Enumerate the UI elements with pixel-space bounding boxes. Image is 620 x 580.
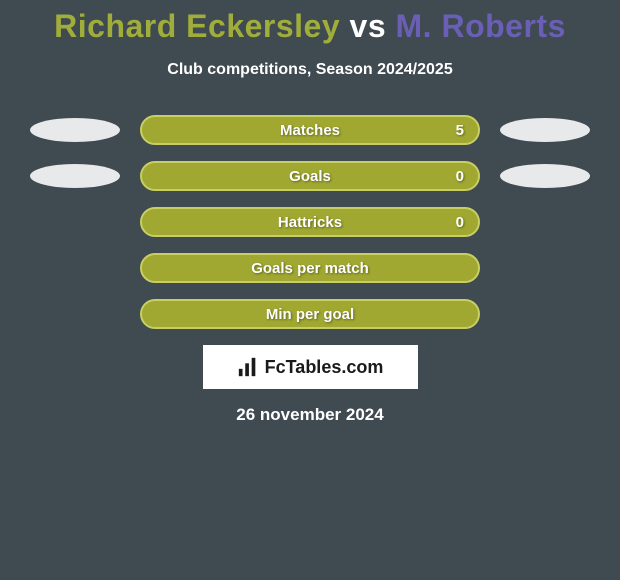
comparison-title: Richard Eckersley vs M. Roberts: [0, 0, 620, 45]
logo-text: FcTables.com: [265, 357, 384, 378]
right-ellipse: [500, 118, 590, 142]
stat-bar: Matches 5: [140, 115, 480, 145]
bar-chart-icon: [237, 356, 259, 378]
date-label: 26 november 2024: [0, 405, 620, 425]
player2-name: M. Roberts: [396, 8, 566, 44]
stat-bar: Min per goal: [140, 299, 480, 329]
left-ellipse: [30, 118, 120, 142]
stat-row: Matches 5: [0, 115, 620, 145]
vs-label: vs: [350, 8, 387, 44]
stat-row: Min per goal: [0, 299, 620, 329]
logo-box: FcTables.com: [203, 345, 418, 389]
stat-bar: Goals 0: [140, 161, 480, 191]
left-ellipse: [30, 164, 120, 188]
stat-value: 0: [456, 214, 464, 231]
stat-label: Goals per match: [251, 260, 369, 277]
stat-row: Goals 0: [0, 161, 620, 191]
stat-value: 0: [456, 168, 464, 185]
stat-bar: Hattricks 0: [140, 207, 480, 237]
stat-row: Hattricks 0: [0, 207, 620, 237]
subtitle: Club competitions, Season 2024/2025: [0, 61, 620, 79]
stats-rows: Matches 5 Goals 0 Hattricks 0 Goals per match M…: [0, 115, 620, 329]
player1-name: Richard Eckersley: [54, 8, 340, 44]
stat-value: 5: [456, 122, 464, 139]
stat-label: Hattricks: [278, 214, 342, 231]
stat-label: Goals: [289, 168, 331, 185]
right-ellipse: [500, 164, 590, 188]
stat-label: Matches: [280, 122, 340, 139]
stat-label: Min per goal: [266, 306, 354, 323]
stat-row: Goals per match: [0, 253, 620, 283]
stat-bar: Goals per match: [140, 253, 480, 283]
